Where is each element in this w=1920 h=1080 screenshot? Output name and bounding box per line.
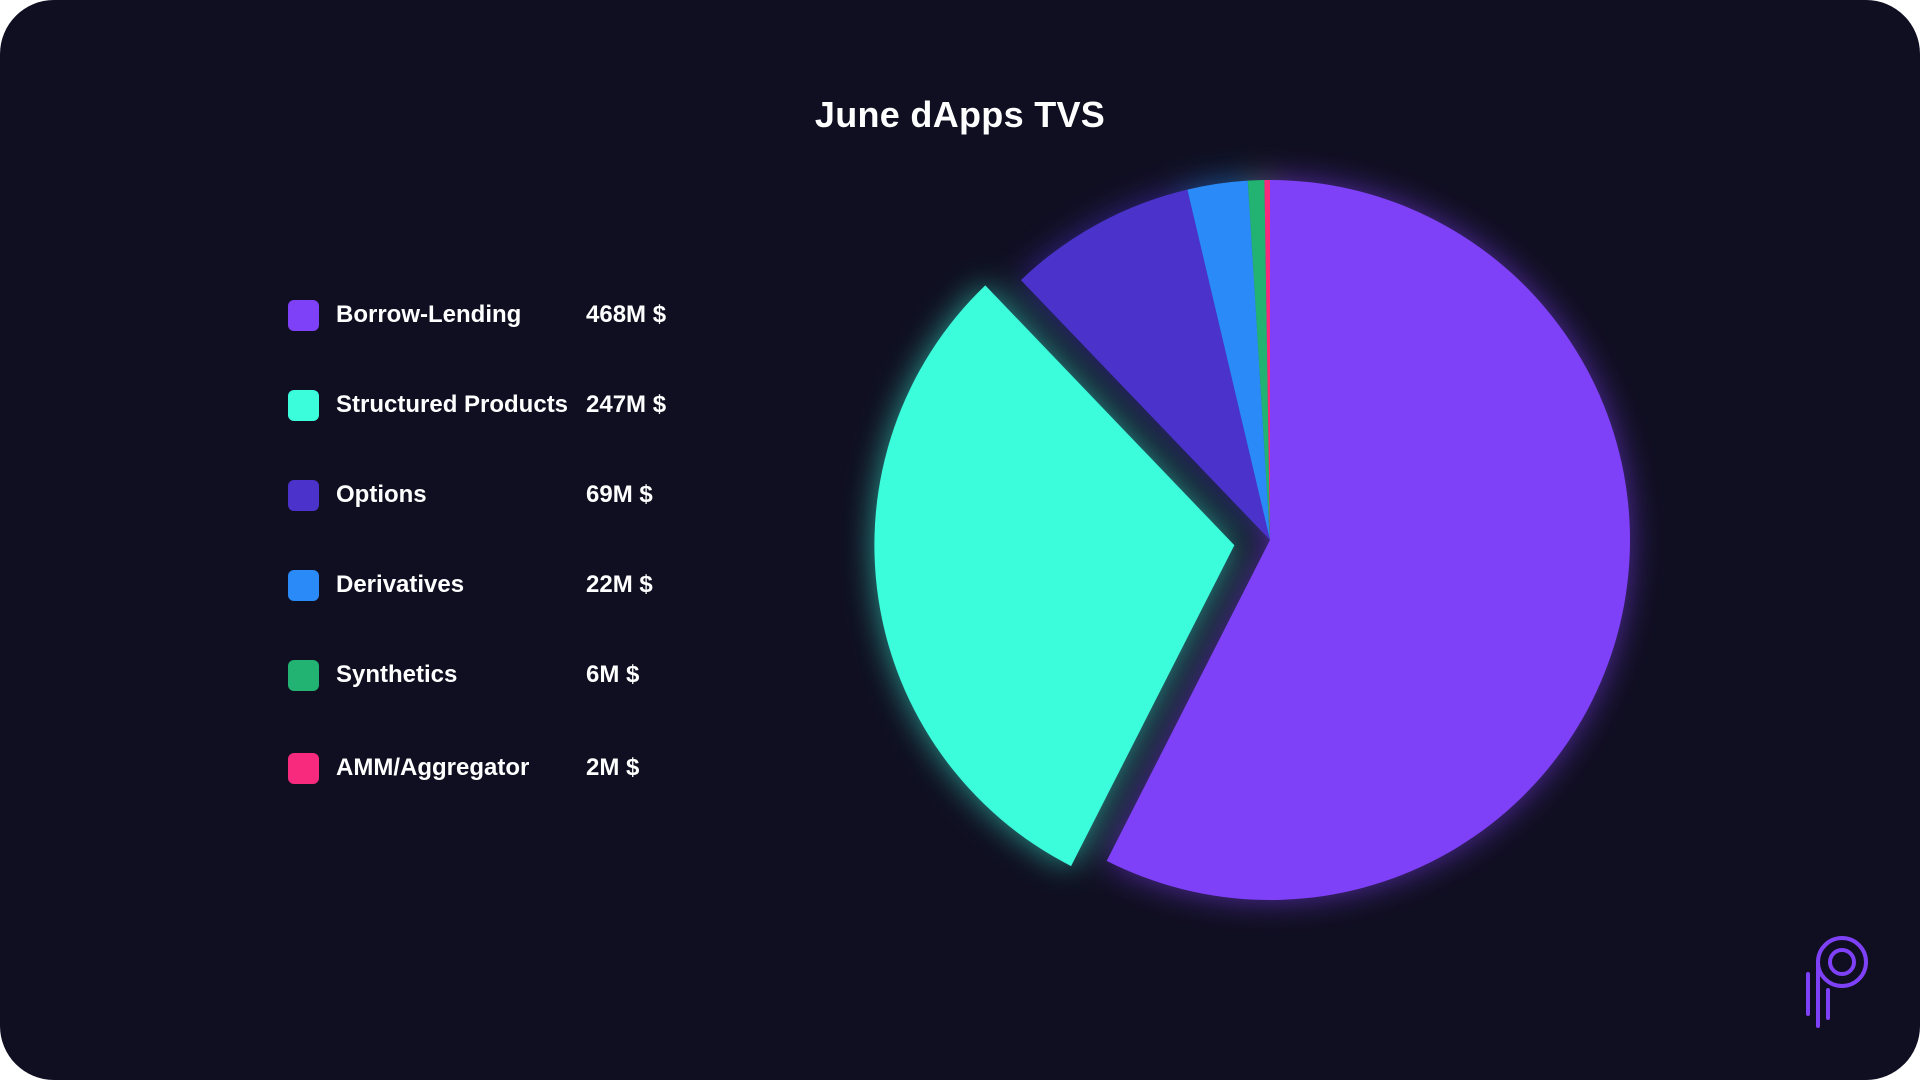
legend-item-borrow-lending: Borrow-Lending 468M $ (288, 295, 708, 335)
legend-value: 247M $ (586, 391, 667, 418)
legend-swatch (288, 660, 319, 691)
legend-label: Derivatives (336, 571, 465, 598)
legend-swatch (288, 300, 319, 331)
legend-item-synthetics: Synthetics 6M $ (288, 655, 708, 695)
pie-slice-derivatives (1187, 180, 1270, 540)
legend-label: Structured Products (336, 391, 569, 418)
pie-slice-amm-aggregator (1264, 180, 1270, 540)
legend-swatch (288, 480, 319, 511)
legend-value: 22M $ (586, 571, 653, 598)
legend-value: 69M $ (586, 481, 653, 508)
legend-swatch (288, 570, 319, 601)
legend-item-derivatives: Derivatives 22M $ (288, 565, 708, 605)
chart-title: June dApps TVS (814, 94, 1106, 135)
legend-item-amm-aggregator: AMM/Aggregator 2M $ (288, 748, 708, 788)
pie-slice-synthetics (1247, 180, 1270, 540)
legend-value: 2M $ (586, 754, 640, 781)
legend-label: Borrow-Lending (336, 301, 522, 328)
legend-value: 6M $ (586, 661, 640, 688)
legend-item-options: Options 69M $ (288, 475, 708, 515)
legend-label: AMM/Aggregator (336, 754, 530, 781)
legend-label: Options (336, 481, 427, 508)
legend-swatch (288, 753, 319, 784)
pie-slice-borrow-lending (1106, 180, 1630, 900)
pie-slice-options (1020, 189, 1270, 540)
legend-swatch (288, 390, 319, 421)
legend-label: Synthetics (336, 661, 458, 688)
pie-slice-structured-products (874, 285, 1235, 867)
pie-slices (874, 180, 1630, 900)
legend-item-structured-products: Structured Products 247M $ (288, 385, 708, 425)
legend-value: 468M $ (586, 301, 667, 328)
p-logo-icon (1806, 936, 1868, 1028)
